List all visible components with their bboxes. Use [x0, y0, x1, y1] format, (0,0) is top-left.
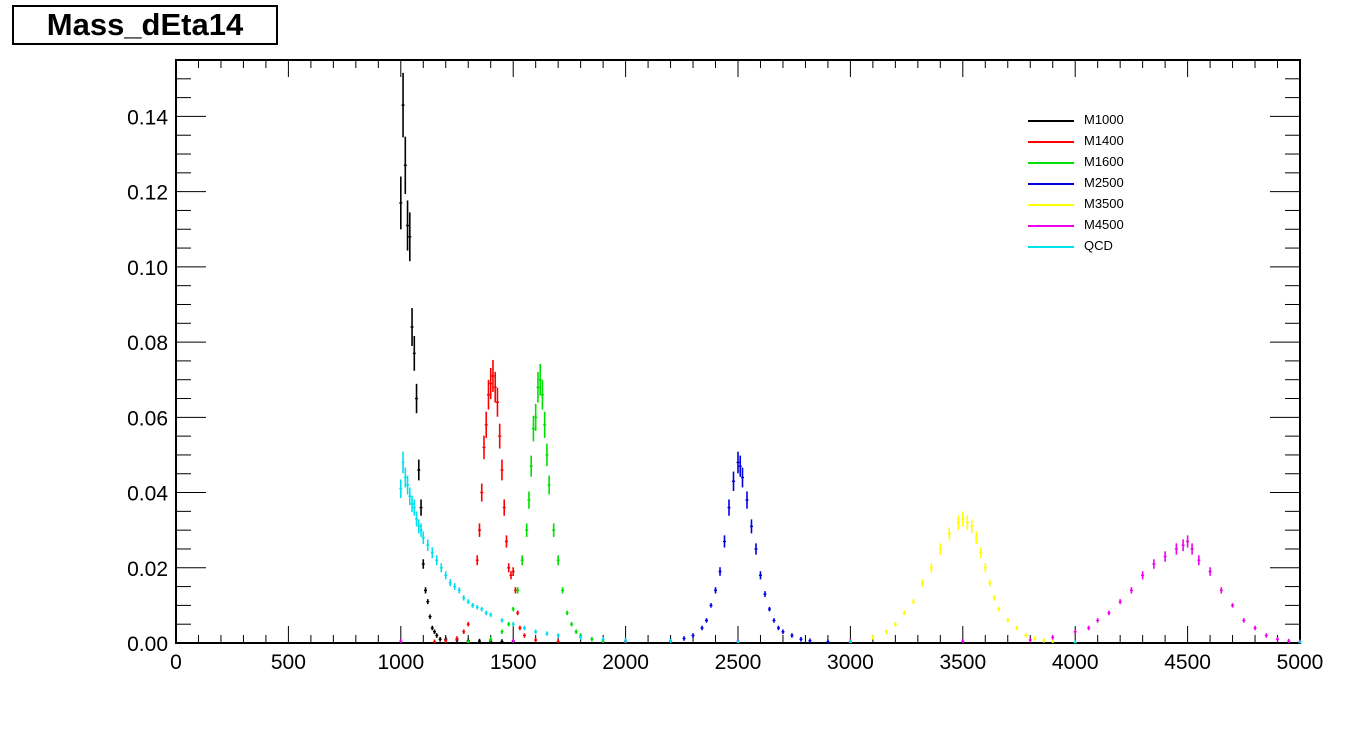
legend-entry: M4500 — [1020, 215, 1160, 236]
y-tick-label: 0.04 — [127, 483, 168, 506]
series-m3500 — [848, 511, 1055, 643]
x-tick-label: 2500 — [715, 651, 762, 674]
legend-label: M1600 — [1084, 154, 1124, 169]
legend-label: M1400 — [1084, 133, 1124, 148]
tick-labels: 0 500 1000 1500 2000 2500 3000 3500 4000 4500 5000… — [127, 106, 1323, 674]
x-tick-label: 0 — [170, 651, 182, 674]
legend-swatch — [1028, 225, 1074, 227]
series-m1000 — [399, 72, 515, 643]
y-tick-label: 0.14 — [127, 106, 168, 129]
legend-label: M4500 — [1084, 217, 1124, 232]
y-tick-label: 0.06 — [127, 407, 168, 430]
y-tick-label: 0.02 — [127, 558, 168, 581]
x-tick-label: 5000 — [1277, 651, 1324, 674]
y-tick-label: 0.08 — [127, 332, 168, 355]
y-tick-label: 0.12 — [127, 182, 168, 205]
legend-swatch — [1028, 141, 1074, 143]
series-qcd — [399, 451, 1302, 644]
legend-label: QCD — [1084, 238, 1113, 253]
series-m1600 — [466, 363, 628, 643]
legend-label: M3500 — [1084, 196, 1124, 211]
x-tick-label: 4500 — [1164, 651, 1211, 674]
series-m1400 — [433, 359, 560, 643]
legend-label: M2500 — [1084, 175, 1124, 190]
legend-entry: M1600 — [1020, 152, 1160, 173]
legend-swatch — [1028, 120, 1074, 122]
legend-swatch — [1028, 183, 1074, 185]
legend-entry: M2500 — [1020, 173, 1160, 194]
x-tick-label: 4000 — [1052, 651, 1099, 674]
legend-entry: M1000 — [1020, 110, 1160, 131]
series-m2500 — [669, 451, 830, 643]
legend-entry: QCD — [1020, 236, 1160, 257]
x-tick-label: 2000 — [602, 651, 649, 674]
legend-entry: M1400 — [1020, 131, 1160, 152]
x-tick-label: 1000 — [377, 651, 424, 674]
legend-swatch — [1028, 246, 1074, 248]
x-tick-label: 1500 — [490, 651, 537, 674]
x-tick-label: 3000 — [827, 651, 874, 674]
x-tick-label: 3500 — [939, 651, 986, 674]
legend-label: M1000 — [1084, 112, 1124, 127]
legend-swatch — [1028, 204, 1074, 206]
legend-swatch — [1028, 162, 1074, 164]
legend-entry: M3500 — [1020, 194, 1160, 215]
series-layer — [399, 72, 1302, 644]
y-tick-label: 0.10 — [127, 257, 168, 280]
chart-title: Mass_dEta14 — [12, 5, 278, 45]
y-tick-label: 0.00 — [127, 633, 168, 656]
legend: M1000 M1400 M1600 M2500 M3500 M4500 QCD — [1020, 110, 1160, 257]
x-tick-label: 500 — [271, 651, 306, 674]
